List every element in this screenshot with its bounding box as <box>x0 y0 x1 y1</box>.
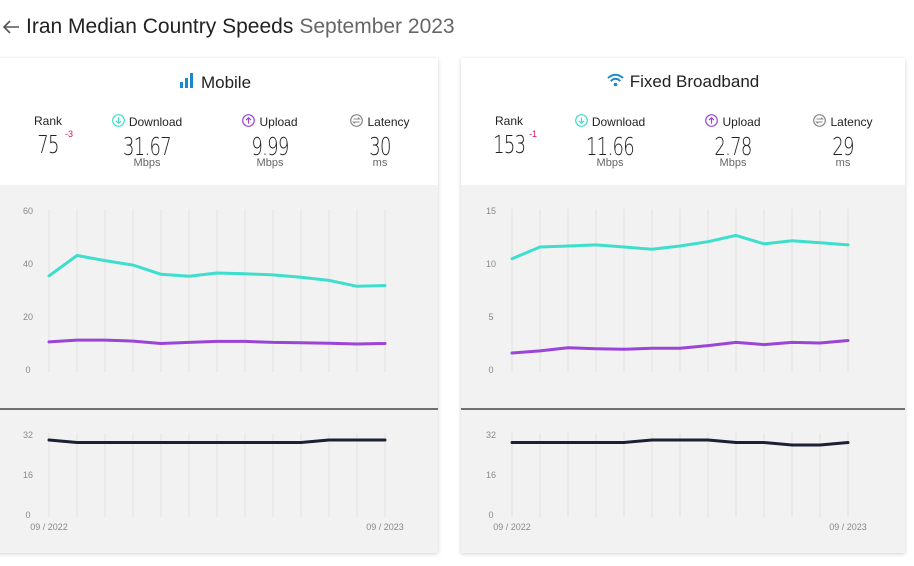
rank-value: 153 <box>493 130 526 159</box>
fixed-rank: Rank 153 <box>487 114 531 159</box>
fixed-speed-upload-line <box>510 339 850 355</box>
mobile-summary: Mobile Rank 75 -3 Download 31.67 Mbps Up… <box>0 58 438 185</box>
page-title: Iran Median Country Speeds <box>26 15 294 38</box>
rank-label: Rank <box>33 114 62 128</box>
mobile-title-text: Mobile <box>200 72 252 92</box>
fixed-upload: Upload 2.78 Mbps <box>687 114 779 169</box>
fixed-download: Download 11.66 Mbps <box>555 114 665 169</box>
upload-unit: Mbps <box>719 157 747 169</box>
fixed-summary: Fixed Broadband Rank 153 -1 Download 11.… <box>461 58 905 185</box>
fixed-charts: 0 5 10 15 0 16 32 09 / 2022 09 / 2023 <box>461 206 905 532</box>
fixed-xtick-label: 09 / 2023 <box>829 522 867 532</box>
upload-unit: Mbps <box>256 157 284 169</box>
latency-unit: ms <box>835 157 851 169</box>
download-label: Download <box>591 115 646 129</box>
mobile-charts: 0 20 40 60 0 16 32 09 / 2022 09 / 2023 <box>0 206 438 532</box>
mobile-upload: Upload 9.99 Mbps <box>224 114 316 169</box>
mobile-speed-upload-line <box>47 338 387 346</box>
mobile-download: Download 31.67 Mbps <box>92 114 202 169</box>
download-icon <box>111 114 125 130</box>
mobile-speed-ytick-label: 40 <box>23 259 33 269</box>
fixed-speed-ytick-label: 0 <box>488 365 493 375</box>
download-label: Download <box>128 115 183 129</box>
mobile-rank: Rank 75 <box>26 114 70 159</box>
mobile-xtick-label: 09 / 2022 <box>30 522 68 532</box>
fixed-plot-area: 0 5 10 15 0 16 32 09 / 2022 09 / 2023 <box>461 185 905 553</box>
mobile-speed-ytick-label: 20 <box>23 312 33 322</box>
upload-value: 9.99 <box>251 132 289 161</box>
mobile-speed-download-line <box>47 254 387 288</box>
page-subtitle: September 2023 <box>299 15 455 38</box>
rank-value: 75 <box>37 130 59 159</box>
download-value: 31.67 <box>123 132 172 161</box>
upload-value: 2.78 <box>714 132 752 161</box>
mobile-speed-ytick-label: 60 <box>23 206 33 216</box>
page-header: Iran Median Country Speeds September 202… <box>0 14 455 40</box>
fixed-latency-ytick-label: 16 <box>486 470 496 480</box>
download-unit: Mbps <box>596 157 624 169</box>
latency-icon <box>813 114 827 130</box>
fixed-title-text: Fixed Broadband <box>629 72 760 91</box>
mobile-plot-area: 0 20 40 60 0 16 32 09 / 2022 09 / 2023 <box>0 185 438 553</box>
fixed-xtick-label: 09 / 2022 <box>493 522 531 532</box>
latency-value: 29 <box>832 132 854 161</box>
fixed-speed-download-line <box>510 233 850 261</box>
fixed-latency-ytick-label: 32 <box>486 430 496 440</box>
mobile-latency-latency-line <box>47 438 387 444</box>
fixed-speed-ytick-label: 10 <box>486 259 496 269</box>
fixed-speed-ytick-label: 5 <box>488 312 493 322</box>
download-unit: Mbps <box>133 157 161 169</box>
upload-icon <box>242 114 256 130</box>
latency-label: Latency <box>367 115 410 129</box>
fixed-card: Fixed Broadband Rank 153 -1 Download 11.… <box>461 58 905 553</box>
rank-change: -1 <box>529 129 538 139</box>
mobile-xtick-label: 09 / 2023 <box>366 522 404 532</box>
latency-unit: ms <box>372 157 388 169</box>
rank-change: -3 <box>65 129 74 139</box>
upload-icon <box>705 114 719 130</box>
fixed-card-title: Fixed Broadband <box>461 72 905 92</box>
signal-bars-icon <box>179 72 195 93</box>
upload-label: Upload <box>722 115 761 129</box>
fixed-latency: Latency 29 ms <box>795 114 891 169</box>
wifi-icon <box>607 72 624 92</box>
latency-value: 30 <box>369 132 391 161</box>
fixed-latency-ytick-label: 0 <box>488 510 493 520</box>
download-value: 11.66 <box>586 132 635 161</box>
latency-icon <box>350 114 364 130</box>
fixed-speed-ytick-label: 15 <box>486 206 496 216</box>
download-icon <box>574 114 588 130</box>
upload-label: Upload <box>259 115 298 129</box>
mobile-latency-ytick-label: 32 <box>23 430 33 440</box>
mobile-card: Mobile Rank 75 -3 Download 31.67 Mbps Up… <box>0 58 438 553</box>
mobile-latency: Latency 30 ms <box>332 114 428 169</box>
mobile-latency-ytick-label: 16 <box>23 470 33 480</box>
fixed-latency-latency-line <box>510 438 850 447</box>
mobile-latency-ytick-label: 0 <box>25 510 30 520</box>
mobile-card-title: Mobile <box>0 72 438 93</box>
back-arrow-icon[interactable] <box>0 16 22 38</box>
latency-label: Latency <box>830 115 873 129</box>
rank-label: Rank <box>494 114 523 128</box>
mobile-speed-ytick-label: 0 <box>25 365 30 375</box>
